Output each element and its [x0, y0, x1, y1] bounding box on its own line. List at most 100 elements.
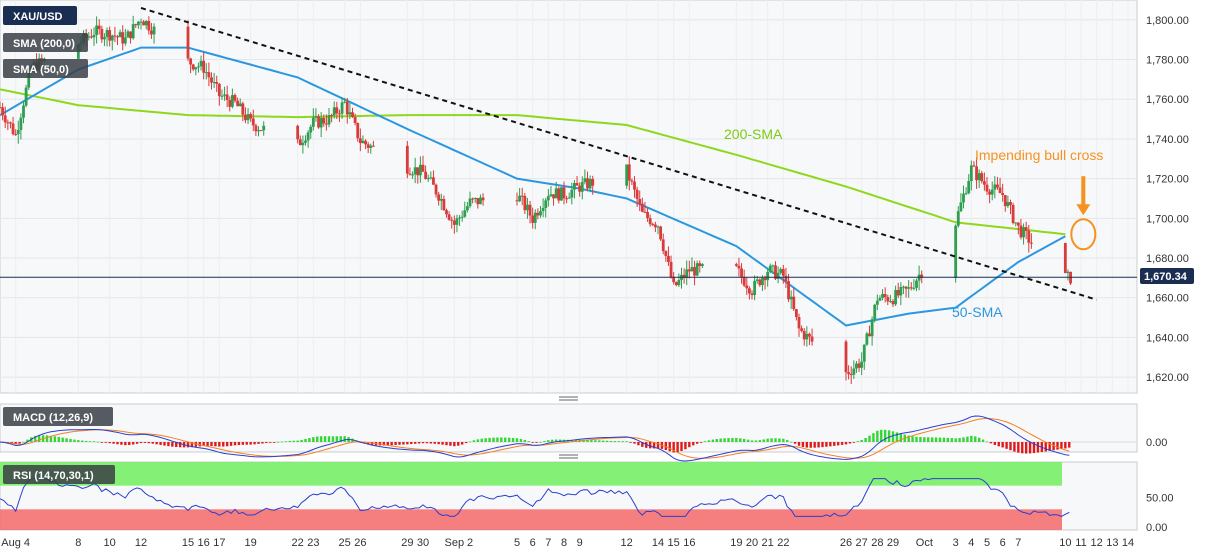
callout-group — [1070, 176, 1097, 251]
price-tick-label: 1,700.00 — [1146, 213, 1189, 225]
candle-body — [189, 58, 193, 65]
macd-histogram-bar — [116, 442, 119, 445]
macd-histogram-bar — [735, 437, 738, 442]
rsi-pane[interactable] — [0, 461, 1138, 531]
sma-50-tag[interactable]: SMA (50,0) — [3, 59, 88, 78]
macd-tag[interactable]: MACD (12,26,9) — [3, 407, 113, 426]
candle-body — [366, 144, 370, 148]
macd-histogram-bar — [864, 437, 867, 442]
candle-body — [452, 220, 456, 225]
macd-histogram-bar — [139, 442, 143, 444]
sma-200-tag-label: SMA (200,0) — [13, 38, 75, 50]
macd-histogram-bar — [394, 442, 397, 445]
macd-histogram-bar — [284, 441, 288, 443]
candle-body — [455, 218, 459, 225]
candle-body — [672, 277, 676, 283]
candle-body — [439, 199, 443, 201]
macd-tick-label: 0.00 — [1146, 437, 1167, 449]
macd-histogram-bar — [793, 442, 797, 444]
current-price-label: 1,670.34 — [1144, 271, 1188, 283]
symbol-tag[interactable]: XAU/USD — [3, 6, 77, 25]
macd-histogram-bar — [308, 438, 311, 442]
macd-lines — [0, 415, 1070, 462]
sma-50-tag-label: SMA (50,0) — [13, 64, 69, 76]
macd-histogram-bar — [92, 441, 96, 443]
candle-body — [567, 197, 571, 199]
macd-histogram-bar — [57, 436, 60, 442]
macd-histogram-bar — [163, 442, 166, 446]
macd-histogram-bar — [621, 441, 624, 443]
pane-resize-handle-1[interactable] — [559, 396, 578, 401]
macd-pane-frame — [0, 403, 1138, 453]
macd-histogram-bar — [1024, 442, 1028, 454]
macd-histogram-bar — [390, 442, 393, 446]
date-axis[interactable]: Aug 4 8 10 12 15 16 17 19 22 23 25 26 29 30 Sep 2 5 6 7 8 9 1… — [1, 537, 1134, 549]
macd-histogram-bar — [652, 442, 656, 449]
rsi-path — [0, 478, 1070, 517]
macd-histogram-bar — [417, 442, 421, 444]
candle-body — [338, 113, 341, 115]
candle-body — [810, 336, 814, 342]
macd-histogram-bar — [648, 442, 652, 449]
date-tick-label: 19 — [245, 537, 257, 549]
macd-histogram-bar — [633, 442, 636, 444]
candle-body — [977, 173, 981, 181]
macd-histogram-bar — [343, 436, 346, 442]
date-tick-label: 12 — [621, 537, 633, 549]
candle-body — [737, 265, 741, 269]
macd-histogram-bar — [171, 442, 174, 447]
candle-body — [361, 140, 365, 144]
candle-body — [356, 122, 360, 139]
candle-body — [1022, 227, 1025, 238]
macd-histogram-bar — [214, 442, 217, 447]
macd-histogram-bar — [1032, 442, 1036, 454]
price-pane[interactable] — [0, 0, 1138, 394]
macd-histogram-bar — [547, 440, 550, 442]
date-tick-label: 28 — [871, 537, 883, 549]
sma-50-annotation: 50-SMA — [952, 304, 1003, 320]
candle-body — [633, 181, 636, 190]
macd-histogram-bar — [1064, 442, 1067, 449]
candle-body — [369, 145, 373, 148]
candle-body — [121, 32, 125, 44]
candle-body — [586, 178, 589, 189]
candle-body — [875, 300, 879, 305]
macd-histogram-bar — [88, 441, 92, 442]
macd-histogram-bar — [143, 442, 147, 443]
candle-body — [3, 115, 7, 123]
candle-body — [458, 217, 461, 219]
macd-histogram-bar — [923, 437, 926, 442]
candle-body — [656, 226, 660, 228]
candle-body — [351, 112, 354, 118]
price-axis[interactable]: 1,620.00 1,640.00 1,660.00 1,680.00 1,700.00… — [1146, 15, 1189, 384]
sma-200-tag[interactable]: SMA (200,0) — [3, 33, 88, 52]
candle-body — [1014, 222, 1018, 224]
candle-body — [580, 182, 584, 192]
rsi-tag[interactable]: RSI (14,70,30,1) — [3, 465, 115, 484]
candle-body — [847, 372, 851, 375]
candle-body — [447, 214, 451, 220]
candle-body — [591, 178, 595, 186]
candle-body — [909, 287, 913, 289]
macd-histogram-bar — [272, 442, 276, 443]
price-tick-label: 1,620.00 — [1146, 372, 1189, 384]
date-tick-label: 19 — [730, 537, 742, 549]
macd-histogram-bar — [1044, 442, 1047, 452]
candle-body — [640, 203, 644, 212]
rsi-oversold-band — [0, 509, 1062, 530]
pane-resize-handle-2[interactable] — [559, 454, 578, 459]
candle-body — [317, 116, 320, 128]
candle-body — [217, 83, 221, 97]
macd-pane[interactable] — [0, 403, 1138, 462]
candle-body — [797, 317, 801, 329]
candle-body — [241, 103, 245, 115]
candle-body — [103, 37, 106, 40]
candle-body — [873, 304, 877, 320]
candle-body — [152, 26, 156, 35]
macd-histogram-bar — [891, 431, 895, 442]
candle-body — [223, 94, 226, 96]
price-tick-label: 1,720.00 — [1146, 174, 1189, 186]
candle-body — [296, 125, 300, 140]
macd-histogram-bar — [731, 437, 734, 442]
